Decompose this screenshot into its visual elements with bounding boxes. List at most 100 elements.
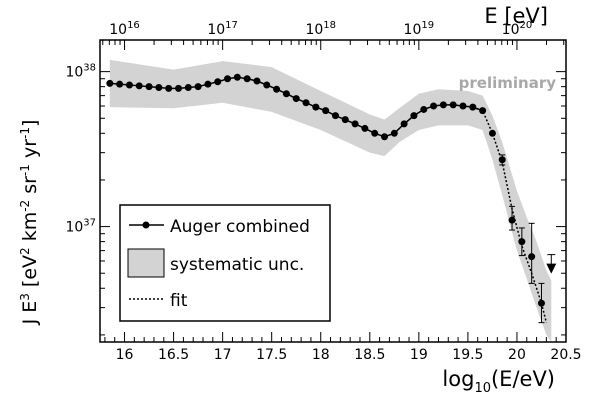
y-tick-base: 10 <box>65 220 83 236</box>
data-point <box>165 84 173 92</box>
top-tick-label: 1018 <box>305 20 336 38</box>
x-tick-label: 19.5 <box>452 347 483 363</box>
data-point <box>528 253 536 261</box>
data-point <box>518 238 526 246</box>
top-tick-base: 10 <box>404 22 422 38</box>
legend-label-systematic: systematic unc. <box>170 255 304 275</box>
top-tick-label: 1019 <box>404 20 435 38</box>
data-point <box>243 75 251 83</box>
data-point <box>155 83 163 91</box>
x-tick-label: 17 <box>214 347 232 363</box>
top-tick-label: 1016 <box>109 20 140 38</box>
systematic-band-layer <box>109 59 552 342</box>
x-tick-label: 17.5 <box>256 347 287 363</box>
data-point <box>498 156 506 164</box>
top-tick-base: 10 <box>502 22 520 38</box>
top-tick-exponent: 16 <box>127 20 140 31</box>
y-axis-label-part: km <box>19 212 41 248</box>
data-point <box>459 102 467 110</box>
data-point <box>125 81 133 89</box>
top-tick-exponent: 17 <box>225 20 238 31</box>
data-series-layer <box>106 73 557 324</box>
y-axis-label-superscript: -1 <box>18 127 32 139</box>
data-point <box>537 299 545 307</box>
y-tick-base: 10 <box>65 65 83 81</box>
data-point <box>135 82 143 90</box>
y-tick-exponent: 37 <box>83 218 96 229</box>
data-point <box>430 102 438 110</box>
legend-label-fit: fit <box>170 291 188 311</box>
top-tick-label: 1020 <box>502 20 533 38</box>
y-axis-label-text: J E3 [eV2 km-2 sr-1 yr-1] <box>18 120 41 326</box>
data-point <box>302 99 310 107</box>
y-axis-label-superscript: 3 <box>18 293 32 301</box>
data-point <box>479 107 487 115</box>
data-point <box>381 133 389 141</box>
y-axis-label-superscript: -2 <box>18 200 32 212</box>
data-point <box>410 112 418 120</box>
data-point <box>263 81 271 89</box>
data-point <box>214 78 222 86</box>
data-point <box>273 85 281 93</box>
y-axis-label: J E3 [eV2 km-2 sr-1 yr-1] <box>18 120 41 326</box>
legend: Auger combined systematic unc. fit <box>119 204 331 322</box>
data-point <box>312 103 320 111</box>
data-point <box>488 129 496 137</box>
data-point <box>420 105 428 113</box>
data-point <box>282 90 290 98</box>
systematic-band <box>109 59 552 342</box>
legend-entry-fit: fit <box>129 291 188 311</box>
plot-frame <box>99 39 567 343</box>
upper-limit-arrow <box>546 263 557 274</box>
data-point <box>469 103 477 111</box>
legend-entry-systematic: systematic unc. <box>127 248 304 278</box>
top-tick-exponent: 20 <box>519 20 532 31</box>
x-axis-label-rest: (E/eV) <box>491 367 555 391</box>
x-axis-label-subscript: 10 <box>474 381 491 396</box>
data-point <box>292 95 300 103</box>
y-tick-exponent: 38 <box>83 63 96 74</box>
top-tick-exponent: 18 <box>323 20 336 31</box>
legend-symbol-auger-dot <box>142 221 150 229</box>
data-point <box>194 83 202 91</box>
data-point <box>390 129 398 137</box>
data-point <box>233 73 241 81</box>
y-axis-label-superscript: 2 <box>18 247 32 255</box>
y-tick-label: 1037 <box>65 218 96 236</box>
x-axis-top-label: E [eV] <box>484 4 548 28</box>
top-tick-label: 1017 <box>207 20 238 38</box>
y-axis-label-part: sr <box>19 176 41 200</box>
y-tick-label: 1038 <box>65 63 96 81</box>
data-point <box>331 112 339 120</box>
legend-symbol-systematic <box>127 248 165 278</box>
data-point <box>184 83 192 91</box>
data-point <box>361 124 369 132</box>
x-tick-label: 16 <box>116 347 134 363</box>
data-point <box>449 101 457 109</box>
legend-entry-auger: Auger combined <box>129 217 310 237</box>
top-tick-base: 10 <box>305 22 323 38</box>
data-point <box>439 101 447 109</box>
data-point <box>145 83 153 91</box>
x-tick-label: 20 <box>508 347 526 363</box>
data-point <box>400 120 408 128</box>
y-axis-label-part: ] <box>19 120 41 127</box>
data-point <box>204 80 212 88</box>
top-tick-base: 10 <box>109 22 127 38</box>
data-point <box>322 107 330 115</box>
data-point <box>508 216 516 224</box>
x-axis-label: log10(E/eV) <box>442 367 555 396</box>
x-tick-label: 16.5 <box>158 347 189 363</box>
x-axis-label-base: log <box>442 367 474 391</box>
legend-label-auger: Auger combined <box>170 217 310 237</box>
x-tick-label: 20.5 <box>550 347 581 363</box>
top-tick-base: 10 <box>207 22 225 38</box>
y-axis-label-part: [eV <box>19 255 41 293</box>
data-point <box>253 77 261 85</box>
y-axis-label-superscript: -1 <box>18 164 32 176</box>
x-tick-label: 18 <box>312 347 330 363</box>
data-point <box>174 84 182 92</box>
data-point <box>341 116 349 124</box>
